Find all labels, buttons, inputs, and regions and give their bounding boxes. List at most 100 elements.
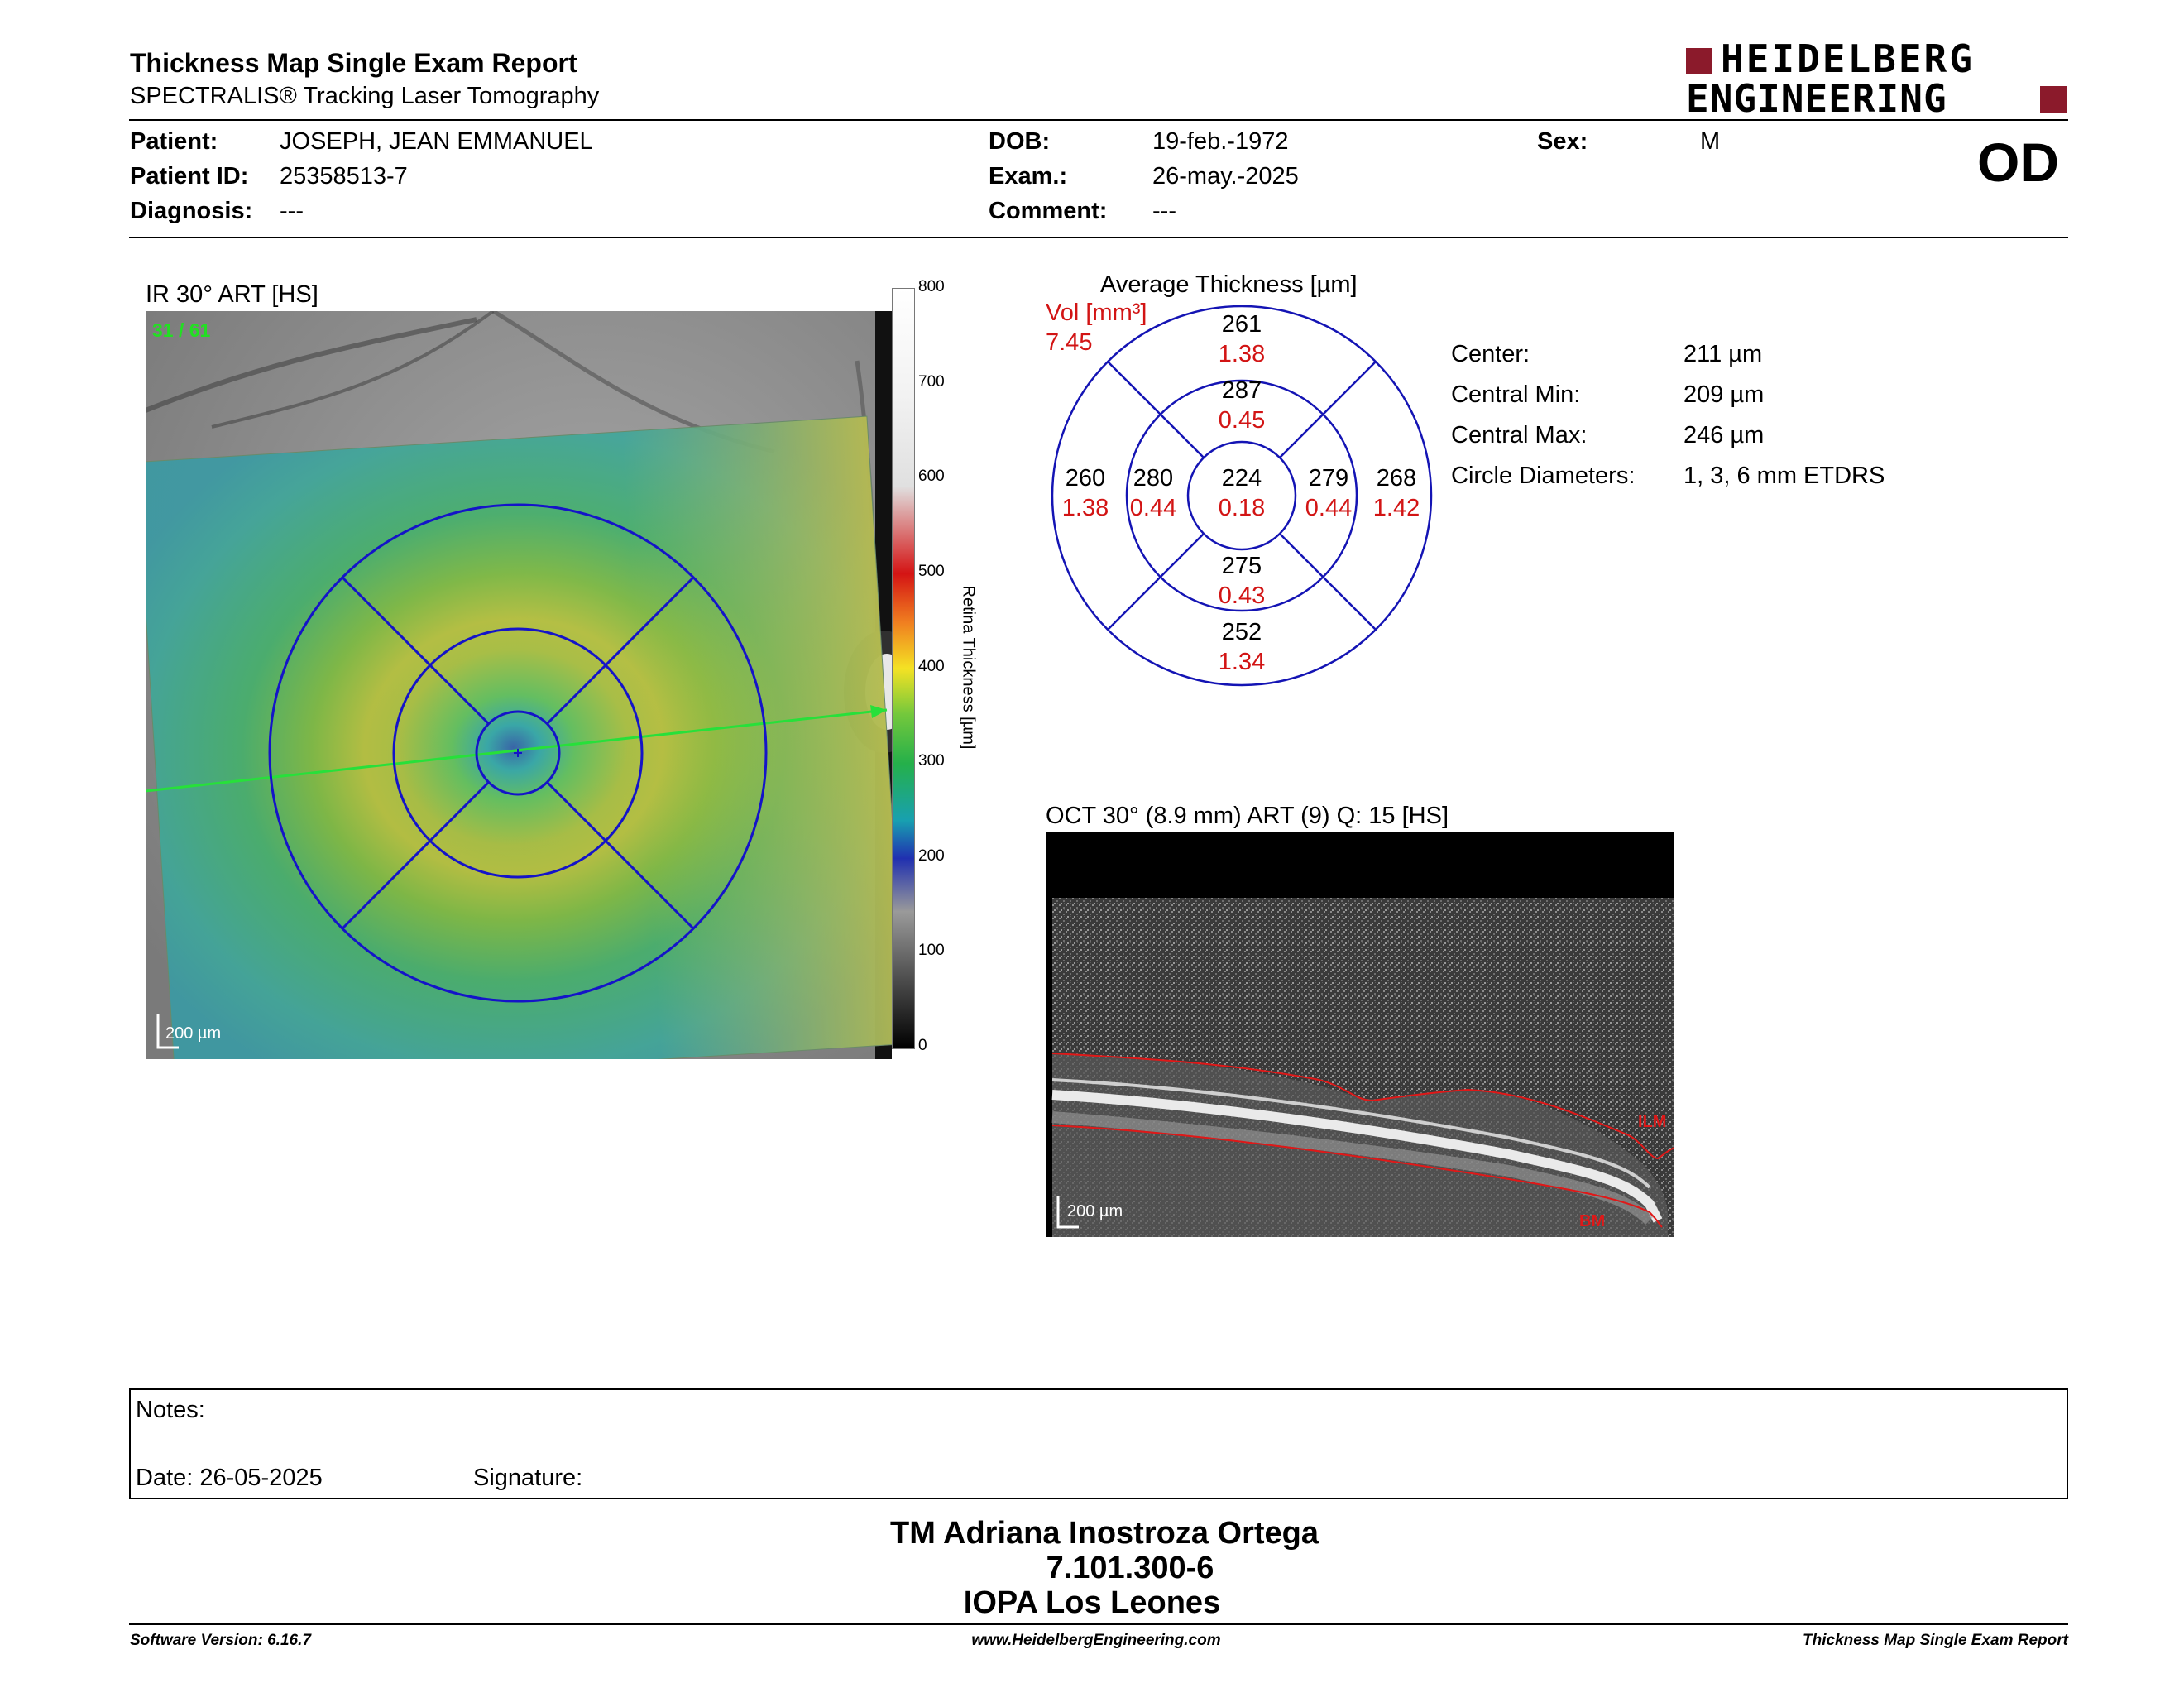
- scan-arrow-icon: [870, 705, 887, 718]
- sector-inner-right: 279 0.44: [1296, 463, 1362, 523]
- sector-outer-right: 268 1.42: [1363, 463, 1430, 523]
- ir-thickness-map-svg: [136, 309, 923, 1091]
- sector-volume: 0.44: [1129, 495, 1177, 521]
- patient-id-label: Patient ID:: [130, 163, 249, 189]
- exam-date: 26-may.-2025: [1152, 163, 1299, 189]
- logo-text-line2: ENGINEERING: [1686, 76, 1947, 121]
- signer-name: TM Adriana Inostroza Ortega: [890, 1516, 1319, 1551]
- thickness-overlay: [136, 415, 908, 1091]
- sector-thickness: 224: [1221, 465, 1262, 492]
- stat-center-value: 211 µm: [1684, 341, 1763, 367]
- stat-max-label: Central Max:: [1451, 422, 1588, 448]
- vol-label: Vol [mm³]: [1046, 300, 1147, 326]
- oct-choroid-layer: [1051, 1111, 1654, 1225]
- oct-scale-bar: [1056, 1196, 1079, 1229]
- oct-bm-line: [1051, 1125, 1663, 1228]
- sector-center: 224 0.18: [1191, 463, 1292, 523]
- stat-max-value: 246 µm: [1684, 422, 1765, 448]
- notes-date: Date: 26-05-2025: [136, 1465, 323, 1491]
- exam-label: Exam.:: [989, 163, 1068, 189]
- sector-outer-inferior: 252 1.34: [1191, 617, 1292, 677]
- sector-thickness: 287: [1221, 377, 1262, 404]
- thickness-colorbar: [892, 288, 915, 1049]
- colorbar-tick: 400: [918, 658, 945, 675]
- logo-square-top: [1686, 48, 1712, 74]
- report-title: Thickness Map Single Exam Report: [130, 48, 577, 78]
- etdrs-center-ring: [1186, 440, 1297, 551]
- vessel-1: [144, 317, 477, 413]
- logo-square-bottom: [2040, 86, 2067, 113]
- etdrs-title: Average Thickness [µm]: [1100, 271, 1358, 298]
- colorbar-tick: 600: [918, 468, 945, 485]
- signer-institution: IOPA Los Leones: [963, 1585, 1221, 1620]
- sector-volume: 1.42: [1372, 495, 1420, 521]
- website-link[interactable]: www.HeidelbergEngineering.com: [971, 1632, 1221, 1649]
- oct-image-title: OCT 30° (8.9 mm) ART (9) Q: 15 [HS]: [1046, 803, 1449, 829]
- colorbar-tick: 200: [918, 847, 945, 865]
- ir-scale-bar: [156, 1014, 179, 1049]
- signature-label: Signature:: [473, 1465, 583, 1491]
- sector-outer-left: 260 1.38: [1052, 463, 1118, 523]
- frame-counter: 31 / 61: [152, 319, 211, 341]
- sector-volume: 0.43: [1218, 583, 1266, 609]
- ir-image-title: IR 30° ART [HS]: [146, 281, 318, 308]
- patient-divider: [129, 237, 2068, 238]
- etdrs-divider: [1107, 533, 1205, 631]
- oct-inner-layer: [1051, 1078, 1651, 1189]
- footer-divider: [129, 1623, 2068, 1625]
- sector-inner-inferior: 275 0.43: [1191, 551, 1292, 611]
- report-subtitle: SPECTRALIS® Tracking Laser Tomography: [130, 83, 600, 109]
- vol-total: 7.45: [1046, 329, 1093, 356]
- stat-diam-value: 1, 3, 6 mm ETDRS: [1684, 463, 1885, 489]
- sector-inner-left: 280 0.44: [1120, 463, 1186, 523]
- comment-label: Comment:: [989, 198, 1108, 224]
- diagnosis-value: ---: [280, 198, 304, 224]
- dob-label: DOB:: [989, 128, 1051, 155]
- sector-volume: 0.18: [1218, 495, 1266, 521]
- ir-scale-label: 200 µm: [165, 1024, 222, 1043]
- software-version: Software Version: 6.16.7: [130, 1632, 311, 1649]
- sector-volume: 1.38: [1061, 495, 1109, 521]
- heidelberg-logo: HEIDELBERG ENGINEERING: [1686, 40, 2068, 121]
- colorbar-ticks: 800 700 600 500 400 300 200 100 0: [918, 276, 968, 1062]
- colorbar-tick: 700: [918, 373, 945, 391]
- stat-center-label: Center:: [1451, 341, 1530, 367]
- stat-min-value: 209 µm: [1684, 381, 1765, 408]
- sex-label: Sex:: [1537, 128, 1588, 155]
- stat-min-label: Central Min:: [1451, 381, 1581, 408]
- vessel-2: [211, 309, 495, 429]
- diagnosis-label: Diagnosis:: [130, 198, 253, 224]
- notes-label: Notes:: [136, 1397, 205, 1423]
- ir-etdrs-grid: [268, 503, 768, 1003]
- sector-volume: 0.45: [1218, 407, 1266, 434]
- colorbar-tick: 100: [918, 942, 945, 959]
- patient-name: JOSEPH, JEAN EMMANUEL: [280, 128, 593, 155]
- comment-value: ---: [1152, 198, 1176, 224]
- header-divider: [129, 119, 2068, 121]
- colorbar-tick: 800: [918, 278, 945, 295]
- thickness-overlay-warm: [621, 416, 907, 1060]
- sector-thickness: 268: [1376, 465, 1417, 492]
- dob-value: 19-feb.-1972: [1152, 128, 1289, 155]
- eye-indicator: OD: [1977, 132, 2059, 193]
- etdrs-divider: [1279, 361, 1377, 458]
- oct-rpe-layer: [1051, 1090, 1663, 1223]
- signer-rut: 7.101.300-6: [1046, 1551, 1214, 1585]
- ir-thickness-map: 31 / 61 200 µm: [136, 309, 923, 1091]
- sector-thickness: 275: [1221, 553, 1262, 579]
- stat-diam-label: Circle Diameters:: [1451, 463, 1636, 489]
- ilm-label: ILM: [1638, 1113, 1667, 1131]
- sector-thickness: 279: [1308, 465, 1349, 492]
- footer-report-name: Thickness Map Single Exam Report: [1803, 1632, 2068, 1649]
- colorbar-tick: 300: [918, 752, 945, 770]
- sector-thickness: 252: [1221, 619, 1262, 645]
- sector-thickness: 261: [1221, 311, 1262, 338]
- colorbar-tick: 500: [918, 563, 945, 580]
- sector-volume: 1.34: [1218, 649, 1266, 675]
- patient-id: 25358513-7: [280, 163, 408, 189]
- etdrs-outer-ring: [1051, 305, 1433, 687]
- colorbar-label: Retina Thickness [µm]: [959, 585, 978, 750]
- sector-inner-superior: 287 0.45: [1191, 376, 1292, 435]
- sector-volume: 0.44: [1305, 495, 1353, 521]
- sector-thickness: 280: [1133, 465, 1174, 492]
